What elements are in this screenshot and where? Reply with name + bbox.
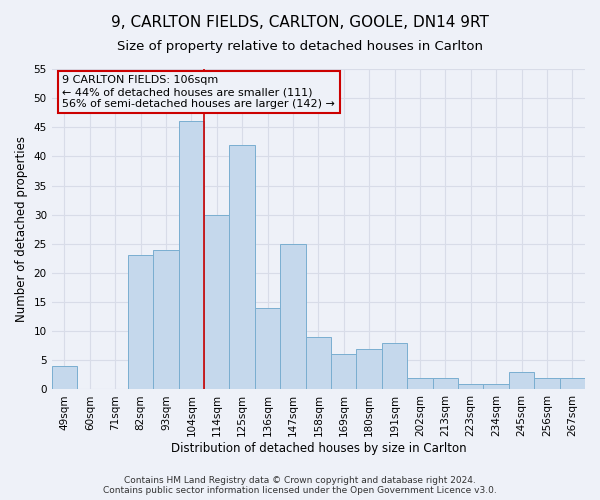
Bar	[153, 250, 179, 390]
Text: Size of property relative to detached houses in Carlton: Size of property relative to detached ho…	[117, 40, 483, 53]
Bar	[382, 343, 407, 390]
Bar	[280, 244, 305, 390]
Text: Contains HM Land Registry data © Crown copyright and database right 2024.
Contai: Contains HM Land Registry data © Crown c…	[103, 476, 497, 495]
X-axis label: Distribution of detached houses by size in Carlton: Distribution of detached houses by size …	[170, 442, 466, 455]
Bar	[229, 144, 255, 390]
Bar	[509, 372, 534, 390]
Bar	[204, 214, 229, 390]
Bar	[255, 308, 280, 390]
Bar	[534, 378, 560, 390]
Bar	[356, 348, 382, 390]
Bar	[305, 337, 331, 390]
Bar	[560, 378, 585, 390]
Bar	[407, 378, 433, 390]
Text: 9, CARLTON FIELDS, CARLTON, GOOLE, DN14 9RT: 9, CARLTON FIELDS, CARLTON, GOOLE, DN14 …	[111, 15, 489, 30]
Bar	[433, 378, 458, 390]
Bar	[128, 256, 153, 390]
Bar	[331, 354, 356, 390]
Bar	[52, 366, 77, 390]
Text: 9 CARLTON FIELDS: 106sqm
← 44% of detached houses are smaller (111)
56% of semi-: 9 CARLTON FIELDS: 106sqm ← 44% of detach…	[62, 76, 335, 108]
Bar	[484, 384, 509, 390]
Bar	[458, 384, 484, 390]
Y-axis label: Number of detached properties: Number of detached properties	[15, 136, 28, 322]
Bar	[179, 122, 204, 390]
